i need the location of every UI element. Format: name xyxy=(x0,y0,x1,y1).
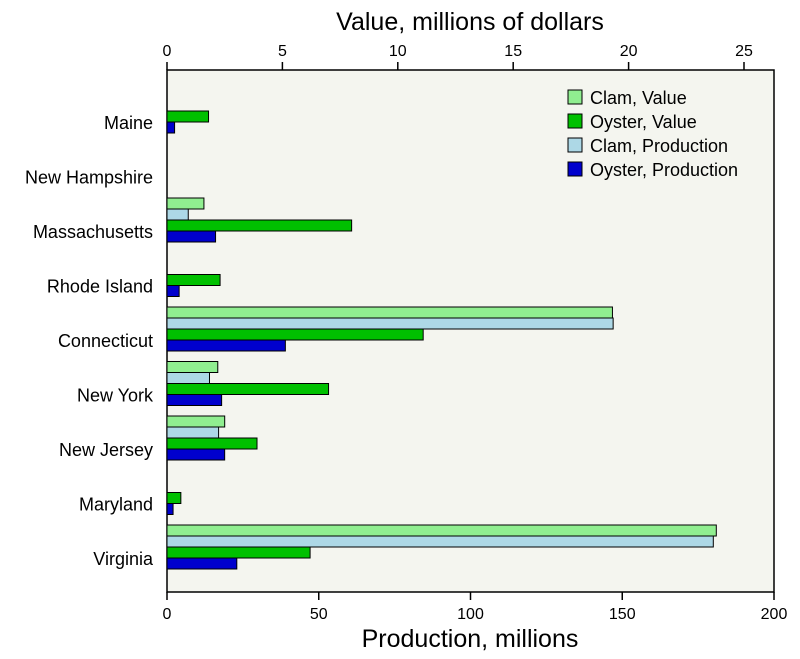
bar xyxy=(166,306,613,319)
bar xyxy=(166,274,221,286)
legend-label: Oyster, Value xyxy=(590,112,697,132)
top-axis: 0 5 10 15 20 25 xyxy=(163,43,753,70)
legend: Clam, Value Oyster, Value Clam, Production… xyxy=(567,88,738,180)
bottom-axis-tick-label: 0 xyxy=(163,606,172,623)
top-axis-tick-label: 10 xyxy=(389,43,407,60)
category-label: Virginia xyxy=(93,549,154,569)
bar xyxy=(166,361,219,373)
top-axis-tick-label: 25 xyxy=(735,43,753,60)
legend-swatch xyxy=(567,137,583,153)
bottom-axis-tick-label: 50 xyxy=(310,606,328,623)
bar xyxy=(166,197,205,210)
top-axis-tick-label: 15 xyxy=(504,43,522,60)
category-label: Maine xyxy=(104,113,153,133)
bar xyxy=(166,372,210,384)
bar xyxy=(166,535,714,548)
bar xyxy=(166,492,182,504)
bar xyxy=(166,524,717,537)
bar xyxy=(166,285,180,297)
bar xyxy=(166,394,223,406)
bar xyxy=(166,339,286,352)
bottom-axis-tick-label: 150 xyxy=(609,606,636,623)
bar xyxy=(166,208,189,221)
top-axis-tick-label: 5 xyxy=(278,43,287,60)
bar xyxy=(166,110,210,123)
legend-label: Oyster, Production xyxy=(590,160,738,180)
bars-group xyxy=(166,110,717,570)
bar xyxy=(166,230,217,243)
category-label: Rhode Island xyxy=(47,277,153,297)
category-labels: Maine New Hampshire Massachusetts Rhode Isl… xyxy=(25,113,154,569)
bar xyxy=(166,426,220,439)
legend-swatch xyxy=(567,113,583,129)
bottom-axis-title: Production, millions xyxy=(362,625,579,653)
legend-swatch xyxy=(567,161,583,177)
bar xyxy=(166,383,330,395)
bar xyxy=(166,557,238,570)
legend-label: Clam, Production xyxy=(590,136,728,156)
category-label: Massachusetts xyxy=(33,222,153,242)
bar xyxy=(166,328,424,341)
bottom-axis-tick-label: 200 xyxy=(761,606,788,623)
bar xyxy=(166,546,311,559)
top-axis-tick-label: 20 xyxy=(620,43,638,60)
legend-swatch xyxy=(567,89,583,105)
top-axis-tick-label: 0 xyxy=(163,43,172,60)
category-label: New York xyxy=(77,386,154,406)
top-axis-title: Value, millions of dollars xyxy=(336,8,604,36)
bottom-axis-tick-label: 100 xyxy=(457,606,484,623)
category-label: New Jersey xyxy=(59,440,153,460)
bar xyxy=(166,317,614,330)
bar xyxy=(166,448,226,461)
bar xyxy=(166,121,176,134)
legend-label: Clam, Value xyxy=(590,88,687,108)
category-label: Maryland xyxy=(79,495,153,515)
bottom-axis: 0 50 100 150 200 xyxy=(163,592,788,623)
bar xyxy=(166,415,226,428)
category-label: New Hampshire xyxy=(25,168,153,188)
bar xyxy=(166,437,258,450)
category-label: Connecticut xyxy=(58,331,153,351)
bar xyxy=(166,503,174,515)
bar xyxy=(166,219,353,232)
